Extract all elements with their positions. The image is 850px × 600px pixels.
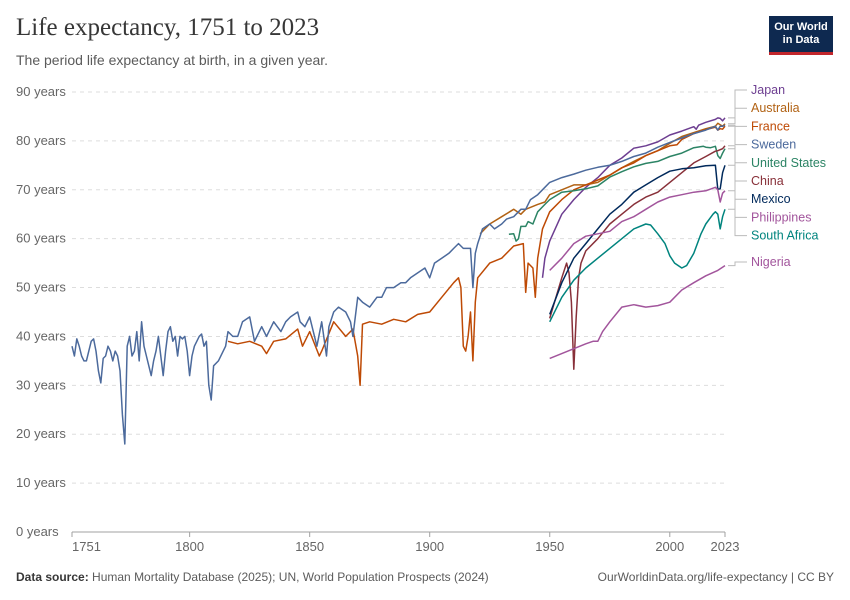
x-tick-label: 2023 [711, 539, 740, 554]
legend-connector [728, 261, 747, 267]
y-tick-label: 10 years [16, 475, 66, 490]
series-line-china[interactable] [548, 145, 726, 370]
legend-label-nigeria[interactable]: Nigeria [751, 255, 791, 269]
legend-connector [728, 107, 747, 125]
data-source-label: Data source: [16, 570, 89, 584]
x-axis: 1751 1800 1850 1900 1950 2000 2023 [71, 532, 740, 554]
legend-label-china[interactable]: China [751, 174, 784, 188]
series-lines [71, 117, 726, 445]
legend-connector [728, 190, 747, 218]
legend-label-united-states[interactable]: United States [751, 156, 826, 170]
y-tick-label: 50 years [16, 280, 66, 295]
y-tick-label: 40 years [16, 328, 66, 343]
logo-line-1: Our World [774, 21, 828, 33]
legend-connector [728, 124, 747, 146]
legend-label-japan[interactable]: Japan [751, 83, 785, 97]
data-source: Data source: Human Mortality Database (2… [16, 570, 489, 584]
y-tick-label: 20 years [16, 426, 66, 441]
logo-line-2: in Data [782, 34, 820, 46]
owid-logo[interactable]: Our World in Data [769, 16, 833, 55]
y-tick-label: 90 years [16, 84, 66, 99]
chart-subtitle: The period life expectancy at birth, in … [16, 52, 329, 68]
legend-label-mexico[interactable]: Mexico [751, 192, 791, 206]
y-tick-label: 30 years [16, 377, 66, 392]
y-tick-label: 0 years [16, 524, 59, 539]
series-line-south-africa[interactable] [549, 209, 726, 323]
series-line-nigeria[interactable] [549, 264, 726, 360]
series-legend: Japan Australia France Sweden United States C… [728, 83, 826, 269]
data-source-text: Human Mortality Database (2025); UN, Wor… [92, 570, 489, 584]
legend-label-philippines[interactable]: Philippines [751, 210, 811, 224]
legend-label-sweden[interactable]: Sweden [751, 138, 796, 152]
chart-title: Life expectancy, 1751 to 2023 [16, 14, 320, 41]
source-url-link[interactable]: OurWorldinData.org/life-expectancy | CC … [597, 570, 834, 584]
x-tick-label: 1900 [415, 539, 444, 554]
legend-label-south-africa[interactable]: South Africa [751, 229, 818, 243]
series-line-france[interactable] [227, 125, 726, 387]
x-tick-label: 1850 [295, 539, 324, 554]
series-line-philippines[interactable] [549, 186, 726, 271]
x-tick-label: 1800 [175, 539, 204, 554]
grid-lines [72, 91, 725, 533]
x-tick-label: 1950 [535, 539, 564, 554]
y-axis-tick-labels: 0 years 10 years 20 years 30 years 40 years 5… [16, 84, 66, 539]
series-line-united-states[interactable] [508, 145, 726, 242]
y-tick-label: 60 years [16, 231, 66, 246]
legend-label-australia[interactable]: Australia [751, 101, 800, 115]
legend-connector [728, 145, 747, 182]
legend-label-france[interactable]: France [751, 119, 790, 133]
x-tick-label: 2000 [655, 539, 684, 554]
y-tick-label: 70 years [16, 182, 66, 197]
legend-connector [728, 148, 747, 164]
legend-connector [728, 164, 747, 200]
series-line-sweden[interactable] [71, 124, 726, 445]
legend-connector [728, 208, 747, 237]
legend-connector [728, 89, 747, 119]
series-line-japan[interactable] [541, 117, 726, 278]
x-tick-label: 1751 [72, 539, 101, 554]
y-tick-label: 80 years [16, 133, 66, 148]
